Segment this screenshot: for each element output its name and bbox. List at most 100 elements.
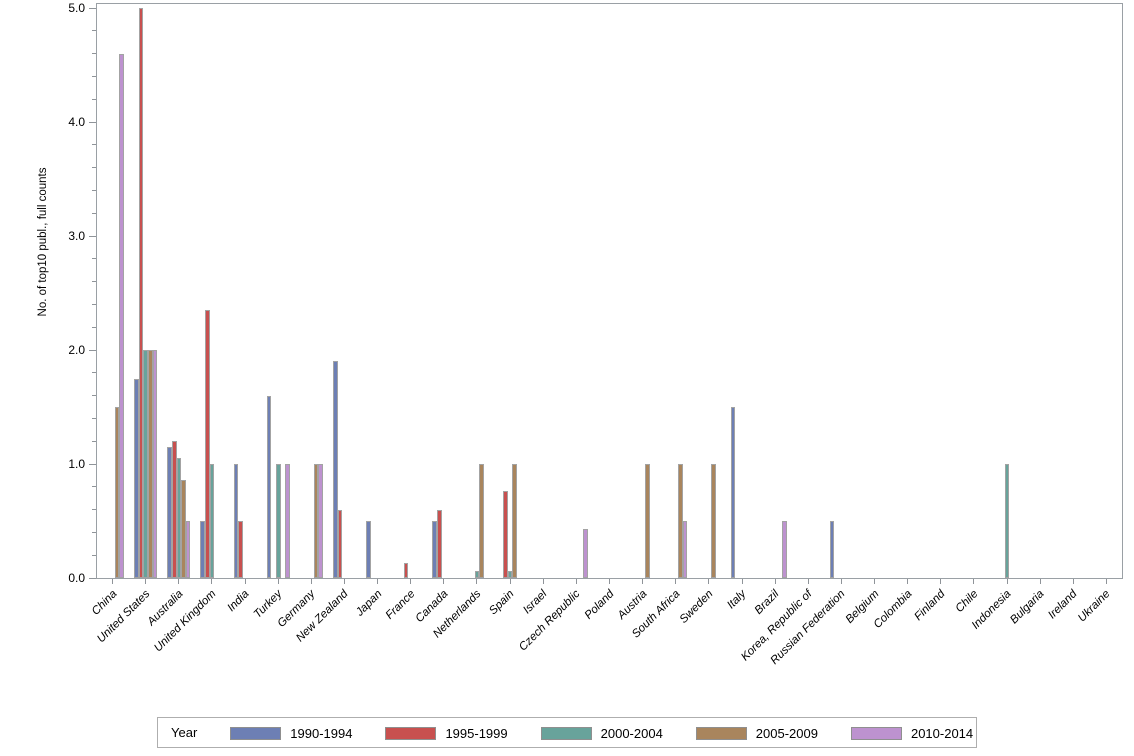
x-tick <box>774 579 776 584</box>
y-minor-tick <box>92 440 96 442</box>
bar <box>366 521 371 578</box>
y-minor-tick <box>92 281 96 283</box>
y-minor-tick <box>92 372 96 374</box>
y-minor-tick <box>92 554 96 556</box>
x-tick <box>840 579 842 584</box>
bar <box>200 521 206 578</box>
bar <box>181 479 186 578</box>
x-tick <box>343 579 345 584</box>
x-tick <box>642 579 644 584</box>
x-tick <box>410 579 412 584</box>
bar <box>332 361 338 578</box>
x-tick <box>609 579 610 584</box>
x-tick <box>542 579 544 584</box>
y-minor-tick <box>92 189 96 191</box>
y-minor-tick <box>92 395 96 397</box>
legend: Year 1990-1994 1995-1999 2000-2004 2005-200… <box>157 717 977 748</box>
y-minor-tick <box>92 258 96 260</box>
bar <box>138 8 144 578</box>
bar <box>205 310 210 578</box>
bar <box>479 464 484 578</box>
y-minor-tick <box>92 486 96 488</box>
bar <box>678 464 683 578</box>
x-tick <box>178 579 180 584</box>
legend-item: 2005-2009 <box>663 724 818 741</box>
bar <box>114 407 120 578</box>
bar <box>474 571 480 578</box>
y-tick <box>89 463 96 465</box>
bar <box>682 521 688 578</box>
bar <box>318 464 323 578</box>
bar <box>644 464 650 578</box>
x-tick <box>907 579 909 584</box>
x-tick <box>575 579 577 584</box>
bar <box>185 521 191 578</box>
bar <box>233 464 239 578</box>
legend-swatch <box>850 726 902 740</box>
x-tick <box>940 579 942 584</box>
y-tick <box>89 235 96 237</box>
y-minor-tick <box>92 53 96 55</box>
y-minor-tick <box>92 303 96 305</box>
legend-item: 1995-1999 <box>352 724 508 741</box>
y-tick-label: 0.0 <box>68 571 85 585</box>
bar <box>507 571 513 578</box>
legend-item-label: 1995-1999 <box>445 725 508 741</box>
x-tick <box>244 579 246 584</box>
x-tick <box>277 579 279 584</box>
x-tick <box>708 579 710 584</box>
legend-item: 2000-2004 <box>508 724 663 741</box>
x-tick <box>807 579 809 584</box>
y-tick-label: 5.0 <box>68 1 85 15</box>
bar <box>152 350 158 578</box>
bar <box>711 464 716 578</box>
x-tick <box>874 579 876 584</box>
legend-item: 1990-1994 <box>197 724 352 741</box>
x-tick <box>476 579 478 584</box>
x-tick <box>509 579 511 584</box>
y-minor-tick <box>92 30 96 32</box>
bar <box>209 464 215 578</box>
y-minor-tick <box>92 98 96 100</box>
plot-area <box>96 3 1123 579</box>
x-tick <box>443 579 445 584</box>
x-tick <box>741 579 743 584</box>
legend-item-label: 2005-2009 <box>755 725 818 741</box>
y-minor-tick <box>92 75 96 77</box>
bar <box>119 53 125 578</box>
bar <box>134 378 139 578</box>
y-minor-tick <box>92 531 96 533</box>
bar <box>171 441 177 578</box>
y-minor-tick <box>92 417 96 419</box>
x-tick <box>1105 579 1107 584</box>
y-tick-label: 3.0 <box>68 229 85 243</box>
bar <box>275 464 281 578</box>
legend-item-label: 2000-2004 <box>600 725 663 741</box>
bar <box>143 350 148 578</box>
bar <box>285 464 290 578</box>
bar <box>238 521 243 578</box>
bar <box>266 395 272 578</box>
x-tick <box>1072 579 1074 584</box>
y-tick-label: 4.0 <box>68 115 85 129</box>
y-minor-tick <box>92 167 96 169</box>
x-tick <box>310 579 312 584</box>
x-tick <box>211 579 213 584</box>
legend-swatch <box>540 726 592 740</box>
x-tick <box>145 579 147 584</box>
bar <box>829 521 835 578</box>
bar <box>176 458 182 578</box>
bar <box>583 528 588 578</box>
bar <box>503 491 508 578</box>
bar <box>403 563 409 578</box>
x-tick <box>675 579 677 584</box>
legend-swatch <box>695 726 747 740</box>
x-tick <box>1039 579 1041 584</box>
bar <box>782 521 787 578</box>
x-tick <box>112 579 114 584</box>
bar <box>313 464 319 578</box>
y-tick-label: 1.0 <box>68 457 85 471</box>
y-minor-tick <box>92 326 96 328</box>
bar <box>337 509 343 578</box>
